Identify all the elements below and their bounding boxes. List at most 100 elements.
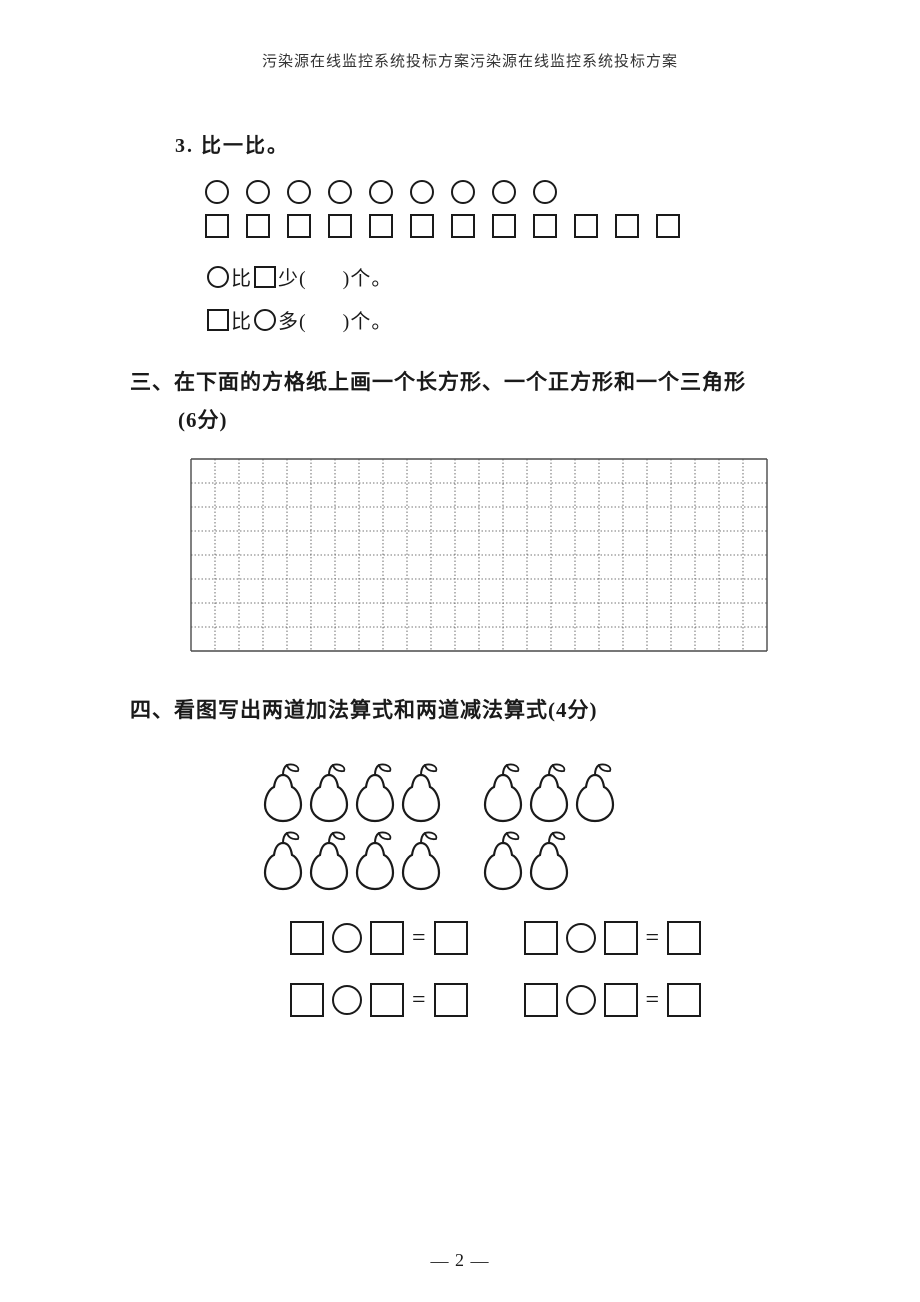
circle-icon: [287, 180, 311, 204]
page: 污染源在线监控系统投标方案污染源在线监控系统投标方案 3. 比一比。 比 少( …: [0, 0, 920, 1302]
equation: =: [524, 921, 702, 955]
grid-svg: [190, 458, 768, 652]
square-icon: [287, 214, 311, 238]
pear-icon: [398, 829, 444, 891]
text: )个。: [343, 262, 393, 291]
text: )个。: [343, 305, 393, 334]
circle-icon: [207, 266, 229, 288]
circle-icon: [533, 180, 557, 204]
square-icon: [254, 266, 276, 288]
square-icon: [615, 214, 639, 238]
square-icon: [492, 214, 516, 238]
section-4-number: 四、: [130, 698, 174, 722]
square-icon: [328, 214, 352, 238]
blank-square[interactable]: [370, 983, 404, 1017]
blank-square[interactable]: [604, 983, 638, 1017]
pear-group-left: [260, 829, 444, 891]
circle-icon: [205, 180, 229, 204]
circle-icon: [254, 309, 276, 331]
blank-circle[interactable]: [566, 985, 596, 1015]
equation-row: = =: [290, 921, 810, 955]
square-icon: [574, 214, 598, 238]
pear-icon: [352, 761, 398, 823]
equation: =: [524, 983, 702, 1017]
square-icon: [410, 214, 434, 238]
pear-icon: [306, 829, 352, 891]
equation-rows: = = =: [290, 921, 810, 1017]
blank-square[interactable]: [667, 921, 701, 955]
pear-icon: [306, 761, 352, 823]
page-number: 2: [455, 1250, 465, 1270]
section-3-text1: 在下面的方格纸上画一个长方形、一个正方形和一个三角形: [174, 370, 746, 394]
square-icon: [369, 214, 393, 238]
pear-group-right: [480, 829, 572, 891]
circle-icon: [410, 180, 434, 204]
pear-icon: [572, 761, 618, 823]
grid-paper: [190, 458, 810, 652]
equation: =: [290, 983, 468, 1017]
circle-icon: [369, 180, 393, 204]
equation: =: [290, 921, 468, 955]
dash-icon: —: [471, 1251, 490, 1272]
q3-squares-row: [205, 214, 810, 238]
blank-square[interactable]: [434, 921, 468, 955]
circle-icon: [246, 180, 270, 204]
pear-row: [260, 829, 810, 891]
pear-icon: [480, 761, 526, 823]
text: 多(: [278, 305, 307, 334]
q3-number: 3.: [175, 135, 194, 157]
square-icon: [246, 214, 270, 238]
square-icon: [207, 309, 229, 331]
circle-icon: [451, 180, 475, 204]
circle-icon: [492, 180, 516, 204]
text: 比: [231, 262, 252, 291]
q3-circles-row: [205, 180, 810, 204]
blank-square[interactable]: [434, 983, 468, 1017]
pear-section: = = =: [260, 761, 810, 1017]
square-icon: [451, 214, 475, 238]
blank-square[interactable]: [524, 983, 558, 1017]
circle-icon: [328, 180, 352, 204]
blank-square[interactable]: [370, 921, 404, 955]
q3-compare-line-2: 比 多( )个。: [205, 305, 810, 334]
square-icon: [656, 214, 680, 238]
pear-icon: [526, 829, 572, 891]
blank-square[interactable]: [290, 921, 324, 955]
equals-sign: =: [646, 987, 660, 1014]
section-3-text2: (6分): [178, 402, 810, 440]
square-icon: [533, 214, 557, 238]
pear-icon: [352, 829, 398, 891]
pear-icon: [526, 761, 572, 823]
dash-icon: —: [431, 1251, 450, 1272]
blank-square[interactable]: [290, 983, 324, 1017]
section-4-title: 四、看图写出两道加法算式和两道减法算式(4分): [130, 692, 810, 730]
blank-circle[interactable]: [332, 923, 362, 953]
pear-group-left: [260, 761, 444, 823]
equals-sign: =: [412, 987, 426, 1014]
pear-icon: [260, 829, 306, 891]
blank-circle[interactable]: [332, 985, 362, 1015]
q3-compare-line-1: 比 少( )个。: [205, 262, 810, 291]
section-3-number: 三、: [130, 370, 174, 394]
pear-icon: [398, 761, 444, 823]
text: 少(: [278, 262, 307, 291]
page-header: 污染源在线监控系统投标方案污染源在线监控系统投标方案: [130, 50, 810, 71]
section-3-title: 三、在下面的方格纸上画一个长方形、一个正方形和一个三角形 (6分): [130, 364, 810, 440]
square-icon: [205, 214, 229, 238]
pear-icon: [480, 829, 526, 891]
pear-icon: [260, 761, 306, 823]
blank-circle[interactable]: [566, 923, 596, 953]
equals-sign: =: [412, 925, 426, 952]
equals-sign: =: [646, 925, 660, 952]
q3-text: 比一比。: [201, 135, 289, 157]
equation-row: = =: [290, 983, 810, 1017]
pear-row: [260, 761, 810, 823]
q3-title: 3. 比一比。: [175, 129, 810, 158]
blank-square[interactable]: [667, 983, 701, 1017]
blank-square[interactable]: [524, 921, 558, 955]
pear-group-right: [480, 761, 618, 823]
section-4-text: 看图写出两道加法算式和两道减法算式(4分): [174, 698, 598, 722]
page-footer: — 2 —: [0, 1250, 920, 1272]
blank-square[interactable]: [604, 921, 638, 955]
text: 比: [231, 305, 252, 334]
